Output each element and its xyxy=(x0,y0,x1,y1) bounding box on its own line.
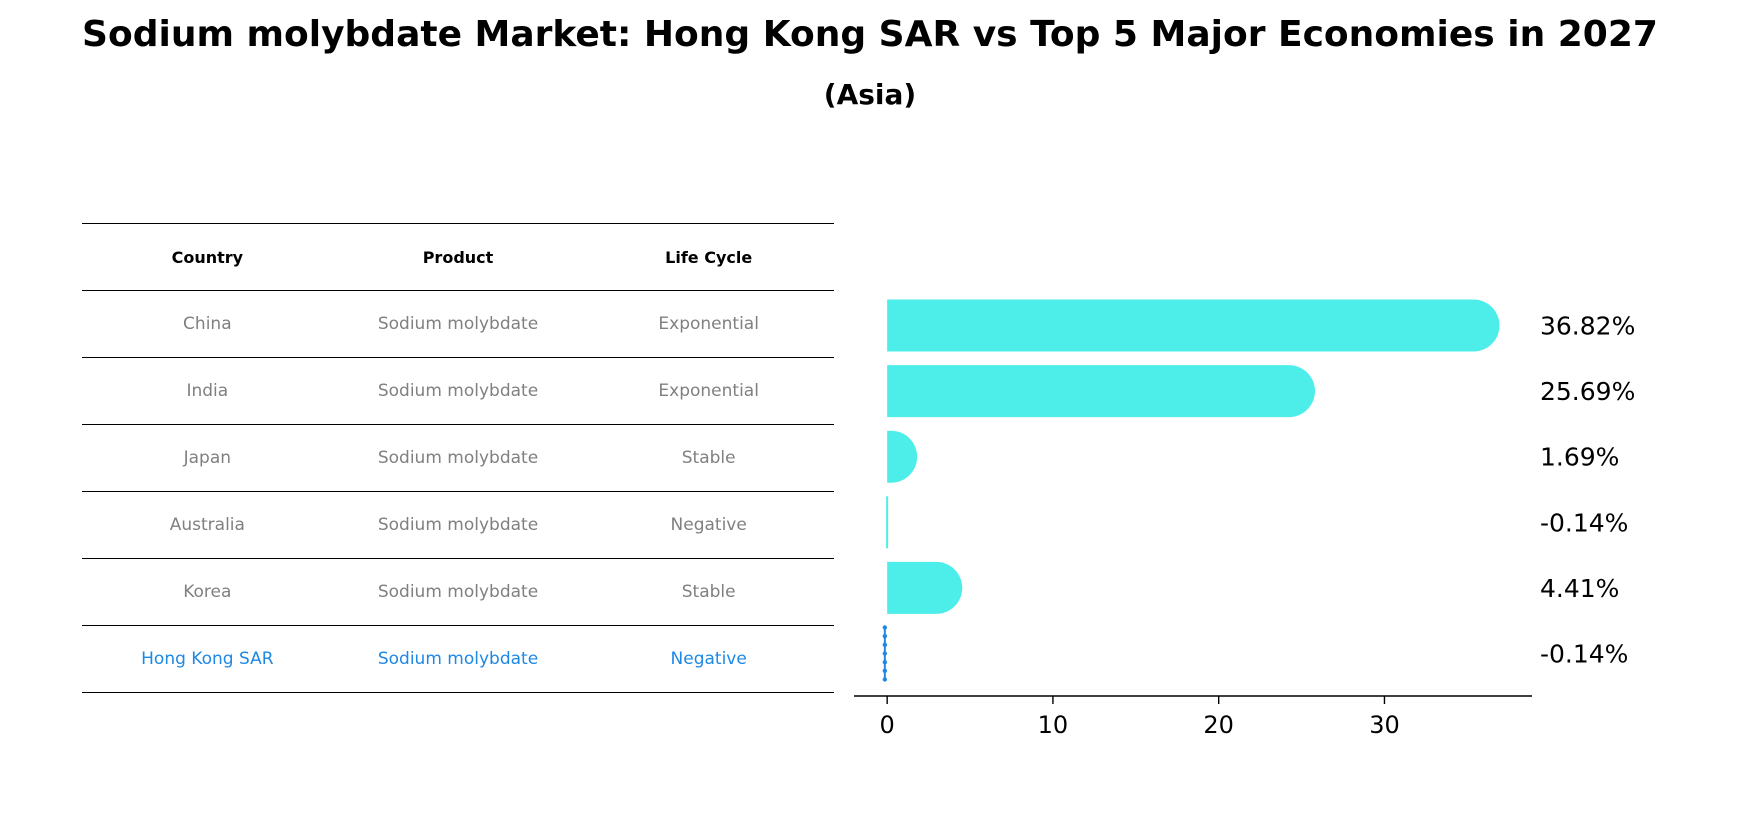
life-cycle-cell: Negative xyxy=(670,515,747,535)
value-label: 4.41% xyxy=(1540,574,1619,603)
table-row: China Sodium molybdate Exponential xyxy=(82,291,834,358)
country-cell: Australia xyxy=(169,515,245,535)
bar-highlight-dot xyxy=(882,668,888,674)
product-cell: Sodium molybdate xyxy=(377,314,539,334)
bar xyxy=(887,299,1500,352)
life-cycle-cell: Exponential xyxy=(658,314,759,334)
bar-highlight-dot xyxy=(882,642,888,648)
header-country: Country xyxy=(171,247,244,267)
life-cycle-cell: Stable xyxy=(681,582,736,602)
header-life-cycle: Life Cycle xyxy=(665,247,753,267)
product-cell: Sodium molybdate xyxy=(377,649,539,669)
bar-highlight-dot xyxy=(882,625,888,630)
country-cell: Hong Kong SAR xyxy=(141,649,274,669)
x-tick-label: 30 xyxy=(1369,711,1400,739)
table-row: Japan Sodium molybdate Stable xyxy=(82,425,834,492)
value-label: 1.69% xyxy=(1540,443,1619,472)
table-row: India Sodium molybdate Exponential xyxy=(82,358,834,425)
x-tick-label: 0 xyxy=(880,711,895,739)
product-cell: Sodium molybdate xyxy=(377,515,539,535)
table-row: Australia Sodium molybdate Negative xyxy=(82,492,834,559)
value-label: 36.82% xyxy=(1540,312,1635,341)
bar-highlight-dot xyxy=(882,633,888,639)
table-header-row: Country Product Life Cycle xyxy=(82,223,834,291)
value-label: 25.69% xyxy=(1540,377,1635,406)
country-cell: Japan xyxy=(183,448,232,468)
value-label: -0.14% xyxy=(1540,508,1628,537)
chart-subtitle: (Asia) xyxy=(823,78,917,111)
product-cell: Sodium molybdate xyxy=(377,381,539,401)
product-cell: Sodium molybdate xyxy=(377,582,539,602)
table-row-highlighted: Hong Kong SAR Sodium molybdate Negative xyxy=(82,626,834,693)
life-cycle-cell: Stable xyxy=(681,448,736,468)
country-cell: Korea xyxy=(183,582,232,602)
value-label: -0.14% xyxy=(1540,640,1628,669)
bar xyxy=(887,365,1316,418)
life-cycle-cell: Negative xyxy=(670,649,747,669)
header-product: Product xyxy=(422,247,494,267)
country-cell: China xyxy=(183,314,232,334)
data-table: Country Product Life Cycle China Sodium … xyxy=(82,223,834,693)
country-cell: India xyxy=(186,381,229,401)
bar xyxy=(887,561,963,614)
bar-highlight-dot xyxy=(882,651,888,656)
life-cycle-cell: Exponential xyxy=(658,381,759,401)
x-tick-label: 10 xyxy=(1038,711,1069,739)
bar-highlight-dot xyxy=(882,659,888,665)
product-cell: Sodium molybdate xyxy=(377,448,539,468)
chart-title: Sodium molybdate Market: Hong Kong SAR v… xyxy=(82,14,1658,55)
bar-highlight-dot xyxy=(882,677,888,682)
table-row: Korea Sodium molybdate Stable xyxy=(82,559,834,626)
x-tick-label: 20 xyxy=(1203,711,1234,739)
bar xyxy=(887,430,918,483)
